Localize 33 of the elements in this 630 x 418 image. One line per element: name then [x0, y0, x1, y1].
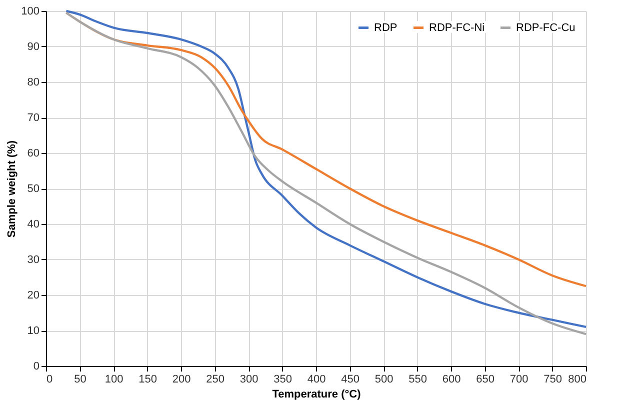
legend-label: RDP [374, 22, 398, 34]
x-tick-label: 700 [510, 374, 528, 386]
y-tick-label: 40 [27, 218, 40, 230]
x-tick-label: 100 [104, 374, 124, 386]
x-axis-title: Temperature (°C) [272, 388, 362, 400]
y-tick-label: 10 [27, 325, 40, 337]
y-tick-label: 100 [21, 6, 40, 18]
x-tick-label: 600 [442, 374, 461, 386]
x-tick-label: 350 [274, 374, 292, 386]
x-tick-label: 550 [408, 374, 427, 386]
x-tick-label: 450 [341, 374, 360, 386]
x-tick-label: 200 [172, 374, 191, 386]
x-tick-label: 650 [476, 374, 494, 386]
y-tick-label: 30 [27, 254, 40, 266]
y-tick-label: 60 [27, 148, 40, 160]
y-tick-label: 50 [27, 183, 40, 195]
y-tick-label: 20 [27, 290, 40, 302]
x-tick-label: 50 [74, 374, 86, 386]
legend-label: RDP-FC-Cu [516, 22, 576, 34]
y-tick-label: 90 [27, 41, 40, 53]
x-tick-label: 750 [544, 374, 562, 386]
x-tick-label: 150 [138, 374, 157, 386]
x-tick-label: 250 [206, 374, 224, 386]
x-tick-label: 500 [374, 374, 394, 386]
y-tick-label: 80 [27, 76, 40, 88]
y-axis-title: Sample weight (%) [6, 140, 18, 238]
x-tick-label: 0 [46, 374, 53, 386]
y-tick-label: 0 [33, 360, 40, 372]
x-tick-label: 800 [568, 374, 586, 386]
x-tick-label: 300 [240, 374, 258, 386]
legend-label: RDP-FC-Ni [429, 22, 485, 34]
y-tick-label: 70 [27, 112, 40, 124]
x-tick-label: 400 [307, 374, 326, 386]
